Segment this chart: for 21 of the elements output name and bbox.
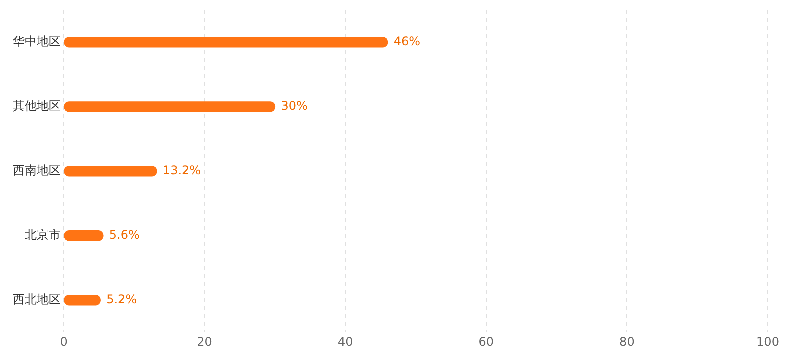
y-tick-label: 西北地区 [13, 292, 61, 306]
x-tick-label: 0 [60, 334, 68, 349]
y-tick-label: 其他地区 [13, 99, 61, 114]
bar [64, 102, 276, 112]
y-tick-label: 华中地区 [13, 34, 61, 49]
y-tick-label: 北京市 [25, 228, 61, 242]
data-label: 46% [394, 34, 421, 49]
data-label: 5.6% [109, 228, 140, 242]
bar [64, 230, 104, 242]
y-tick-label: 西南地区 [13, 164, 61, 178]
x-tick-label: 20 [197, 334, 212, 349]
x-tick-label: 80 [620, 334, 635, 349]
data-label: 5.2% [106, 292, 138, 306]
x-tick-label: 100 [756, 334, 780, 349]
x-tick-label: 40 [338, 334, 354, 349]
data-label: 13.2% [162, 164, 202, 178]
bar [64, 295, 101, 306]
bar [64, 37, 388, 48]
data-label: 30% [281, 99, 308, 114]
x-tick-label: 60 [478, 334, 494, 349]
bar [64, 166, 158, 177]
